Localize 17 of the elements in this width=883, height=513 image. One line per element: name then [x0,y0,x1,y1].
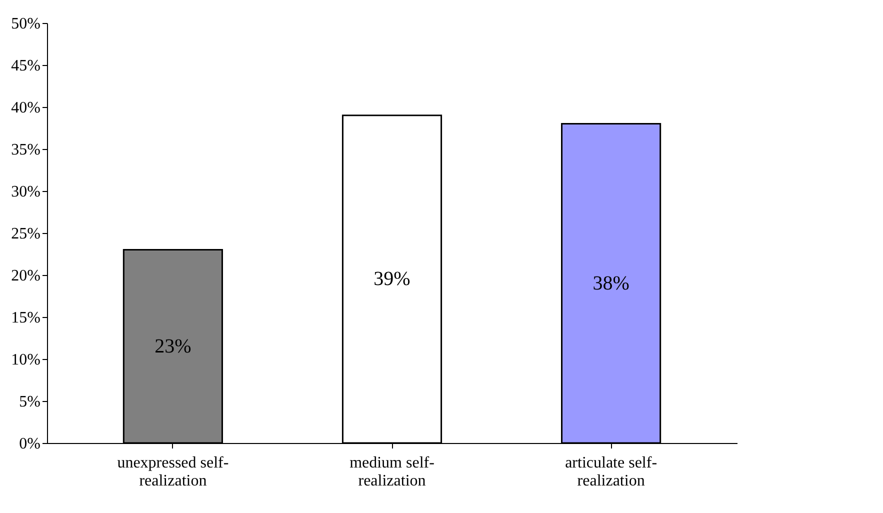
x-tick-label: articulate self-realization [565,454,658,490]
y-tick-label: 45% [11,58,40,74]
y-tick-label: 30% [11,184,40,200]
y-tick-label: 10% [11,352,40,368]
x-tick-label: medium self-realization [350,454,434,490]
y-tick-label: 40% [11,100,40,116]
data-label: 38% [592,272,630,294]
y-tick-label: 0% [19,436,40,452]
y-tick-label: 15% [11,310,40,326]
data-label: 23% [154,335,192,358]
data-label: 39% [374,268,410,290]
y-tick-label: 50% [11,16,40,32]
y-tick-label: 25% [11,226,40,242]
x-tick-label: unexpressed self-realization [117,454,229,490]
y-tick-label: 5% [19,394,40,410]
y-tick-label: 20% [11,268,40,284]
y-tick-label: 35% [11,142,40,158]
